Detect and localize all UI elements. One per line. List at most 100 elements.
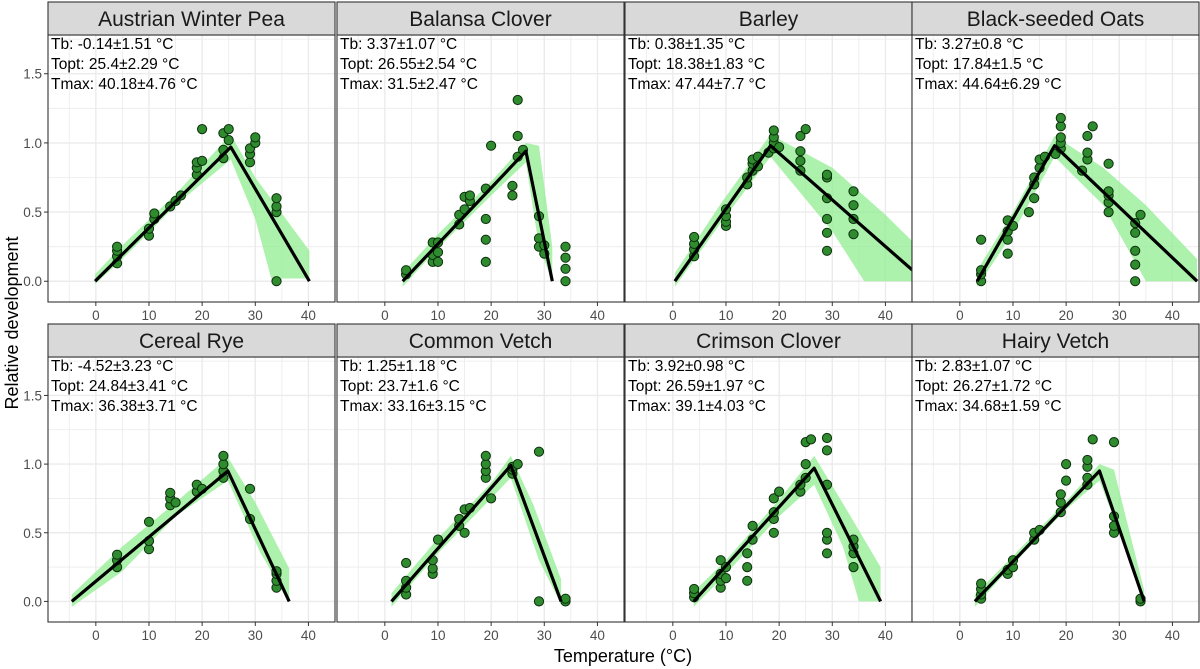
annotation-tb: Tb: -0.14±1.51 °C <box>51 36 173 53</box>
data-point <box>112 241 123 252</box>
data-point <box>533 446 545 457</box>
confidence-ribbon <box>693 455 881 607</box>
facet-strip <box>624 1 913 36</box>
data-point <box>149 208 160 219</box>
data-point <box>512 130 523 142</box>
data-point <box>821 213 833 225</box>
data-point <box>1130 245 1141 256</box>
data-point <box>1002 248 1013 259</box>
data-point <box>1108 437 1120 448</box>
data-point <box>512 459 523 470</box>
data-point <box>560 263 571 274</box>
data-point <box>976 578 987 589</box>
data-point <box>480 256 491 267</box>
data-point <box>1087 121 1098 132</box>
x-tick-label: 20 <box>772 628 787 643</box>
x-tick-label: 10 <box>430 308 445 323</box>
data-point <box>507 190 518 201</box>
annotation-tmax: Tmax: 40.18±4.76 °C <box>51 76 198 93</box>
x-tick-label: 0 <box>956 308 964 323</box>
x-tick-label: 0 <box>669 628 677 643</box>
x-tick-label: 10 <box>718 308 733 323</box>
data-point <box>715 555 726 566</box>
annotation-topt: Topt: 18.38±1.83 °C <box>628 56 765 73</box>
x-axis-title: Temperature (°C) <box>554 646 692 666</box>
panel-grid <box>337 35 624 302</box>
x-tick-label: 20 <box>484 308 499 323</box>
x-tick-label: 30 <box>537 628 552 643</box>
data-point <box>821 169 833 180</box>
x-tick-label: 40 <box>878 628 893 643</box>
panel-grid <box>912 357 1199 622</box>
data-point <box>795 130 806 142</box>
facet-strip-label: Balansa Clover <box>409 8 551 31</box>
data-point <box>821 227 833 238</box>
data-point <box>480 234 491 245</box>
facet-strip-label: Austrian Winter Pea <box>98 8 285 31</box>
facet-strip-label: Black-seeded Oats <box>967 8 1144 31</box>
data-point <box>848 186 859 197</box>
x-tick-label: 20 <box>195 308 210 323</box>
data-point <box>800 459 811 470</box>
data-point <box>1061 475 1072 486</box>
fitted-line <box>390 463 563 603</box>
annotation-tb: Tb: -4.52±3.23 °C <box>51 358 173 375</box>
fitted-line <box>975 144 1199 283</box>
data-point <box>1082 147 1093 158</box>
facet-panel: Tb: 3.27±0.8 °C Topt: 17.84±1.5 °C Tmax: 4… <box>911 1 1200 323</box>
panel-background <box>337 357 624 622</box>
fitted-line <box>70 469 291 603</box>
x-tick-label: 10 <box>1005 628 1020 643</box>
y-tick-label: 1.5 <box>23 388 42 403</box>
annotation-tmax: Tmax: 33.16±3.15 °C <box>340 398 487 415</box>
data-point <box>1103 207 1114 218</box>
facet-panel: Tb: -0.14±1.51 °C Topt: 25.4±2.29 °C Tmax:… <box>23 1 336 323</box>
data-point <box>768 125 779 136</box>
data-point <box>1061 459 1072 470</box>
data-point <box>170 497 181 508</box>
data-point <box>1082 130 1093 142</box>
data-point <box>459 527 470 538</box>
data-point <box>768 493 779 504</box>
x-tick-label: 40 <box>590 308 605 323</box>
data-point <box>742 562 753 573</box>
annotation-tmax: Tmax: 39.1±4.03 °C <box>628 398 766 415</box>
facet-strip <box>336 323 625 358</box>
data-point <box>432 256 444 267</box>
x-tick-label: 40 <box>1165 628 1180 643</box>
data-point <box>244 483 256 494</box>
annotation-tmax: Tmax: 47.44±7.7 °C <box>628 76 766 93</box>
fitted-line <box>673 144 912 283</box>
annotation-topt: Topt: 17.84±1.5 °C <box>915 56 1043 73</box>
data-point <box>401 265 412 276</box>
y-tick-label: 1.0 <box>23 136 42 151</box>
facet-strip <box>911 323 1200 358</box>
x-tick-label: 0 <box>956 628 964 643</box>
x-tick-label: 30 <box>1112 628 1127 643</box>
facet-panel: Tb: 2.83±1.07 °C Topt: 26.27±1.72 °C Tmax:… <box>911 323 1200 643</box>
annotation-tb: Tb: 3.37±1.07 °C <box>340 36 457 53</box>
data-point <box>197 124 208 135</box>
data-point <box>401 557 412 569</box>
panel-grid <box>48 35 335 302</box>
annotation-tb: Tb: 2.83±1.07 °C <box>915 358 1032 375</box>
data-point <box>1023 207 1035 218</box>
confidence-ribbon <box>71 457 290 607</box>
x-tick-label: 10 <box>141 308 156 323</box>
x-tick-label: 0 <box>92 308 100 323</box>
annotation-topt: Topt: 26.27±1.72 °C <box>915 378 1052 395</box>
x-tick-label: 20 <box>195 628 210 643</box>
x-tick-label: 20 <box>1059 308 1074 323</box>
data-point <box>560 276 571 287</box>
facet-strip <box>47 323 336 358</box>
data-point <box>742 548 753 559</box>
data-point <box>486 493 497 504</box>
x-tick-label: 0 <box>92 628 100 643</box>
confidence-ribbon <box>977 136 1198 287</box>
x-tick-label: 40 <box>590 628 605 643</box>
x-tick-label: 30 <box>1112 308 1127 323</box>
x-tick-label: 20 <box>484 628 499 643</box>
data-point <box>1055 132 1066 143</box>
data-points <box>976 112 1146 287</box>
